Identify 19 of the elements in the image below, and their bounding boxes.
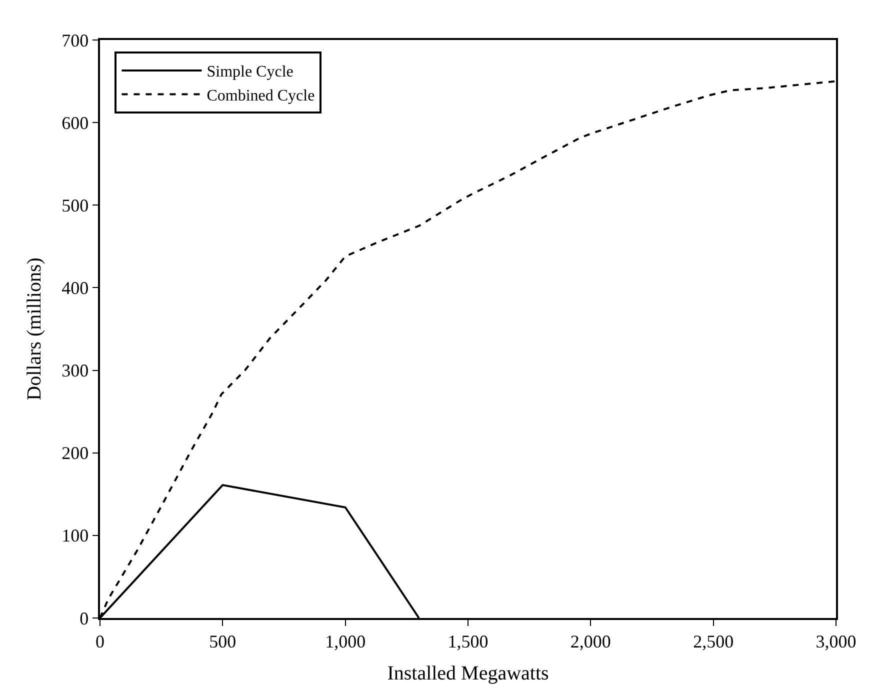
x-tick-label: 1,000	[325, 631, 366, 652]
y-tick-label: 0	[80, 608, 89, 628]
x-tick-label: 0	[96, 631, 104, 652]
y-tick-label: 400	[62, 278, 89, 298]
y-axis-title: Dollars (millions)	[24, 258, 46, 400]
x-tick-label: 500	[209, 631, 236, 652]
y-tick-label: 600	[62, 112, 89, 133]
y-tick-label: 700	[62, 30, 89, 50]
x-tick-label: 1,500	[448, 631, 488, 652]
x-axis-title: Installed Megawatts	[387, 662, 550, 684]
legend-label: Simple Cycle	[206, 64, 294, 81]
x-tick-label: 3,000	[816, 631, 856, 652]
x-tick-label: 2,000	[570, 631, 611, 652]
y-tick-label: 100	[62, 526, 89, 546]
y-tick-label: 300	[62, 360, 89, 381]
x-tick-label: 2,500	[693, 631, 734, 652]
y-tick-label: 200	[62, 443, 89, 464]
legend-label: Combined Cycle	[206, 88, 315, 104]
y-tick-label: 500	[62, 195, 89, 216]
